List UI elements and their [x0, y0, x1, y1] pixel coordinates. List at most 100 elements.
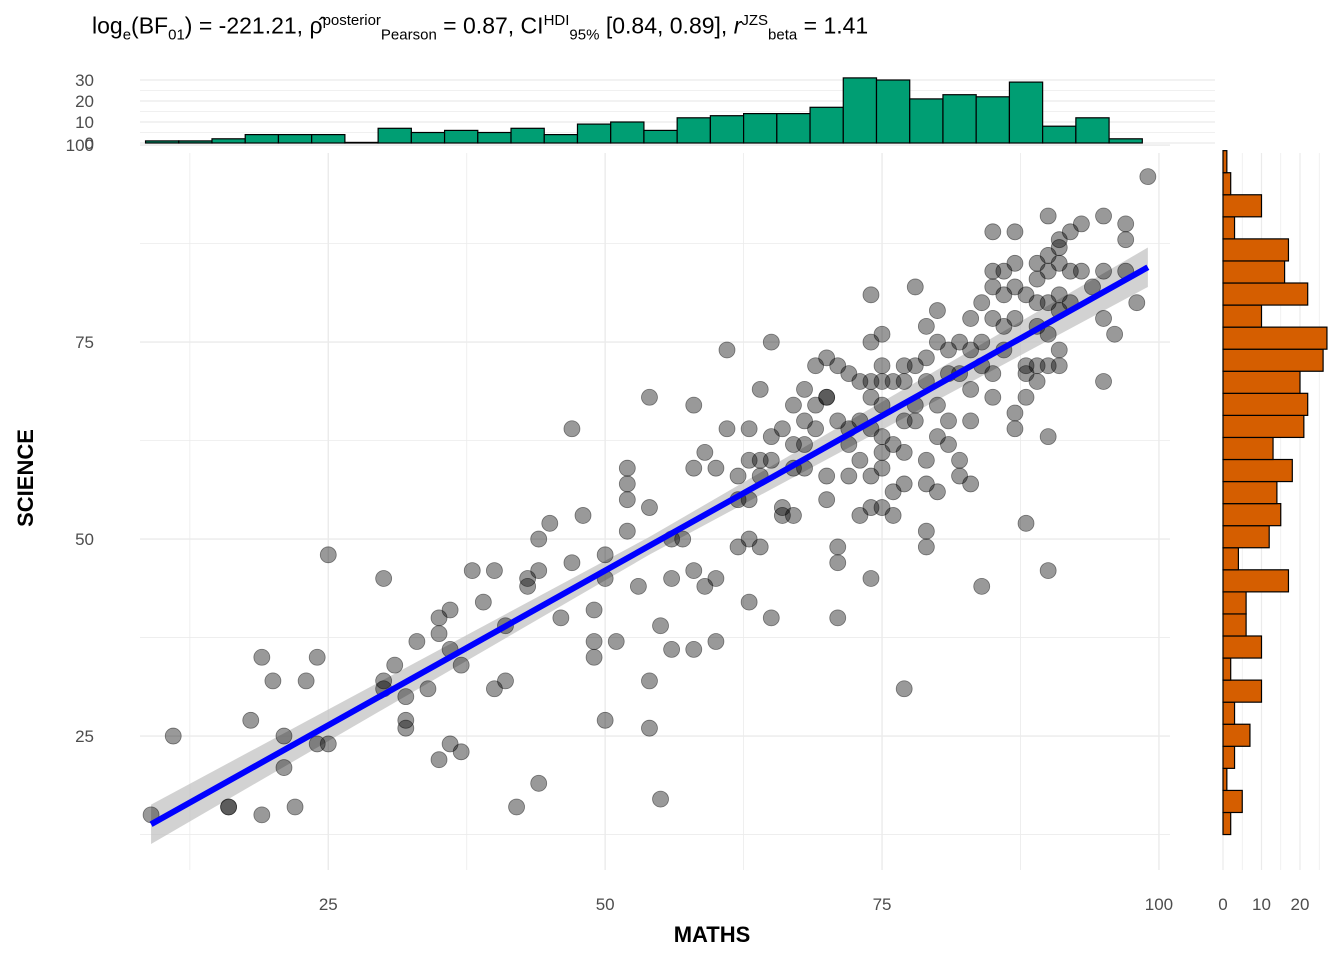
scatter-point — [508, 798, 525, 816]
scatter-point — [1050, 341, 1068, 359]
scatter-point — [1028, 294, 1046, 312]
scatter-point — [1039, 247, 1057, 264]
scatter-point — [951, 451, 968, 469]
right-hist-bar — [1222, 591, 1247, 615]
top-hist-bar — [776, 112, 811, 144]
scatter-point — [530, 562, 548, 579]
scatter-point — [641, 672, 658, 690]
right-hist-bar — [1222, 811, 1232, 836]
scatter-point — [685, 396, 703, 414]
scatter-point — [308, 648, 326, 666]
scatter-point — [242, 711, 260, 729]
scatter-point — [884, 373, 902, 390]
x-tick-label: 25 — [319, 895, 338, 914]
right-hist-bar — [1222, 569, 1290, 593]
title-bf-open: (BF — [131, 12, 169, 39]
right-hist-tick-label: 0 — [1218, 895, 1227, 914]
scatter-point — [740, 420, 758, 438]
scatter-point — [862, 467, 880, 485]
scatter-point — [1017, 514, 1035, 532]
scatter-point — [618, 491, 636, 509]
top-hist-bar — [1008, 81, 1044, 144]
scatter-point — [1006, 420, 1024, 438]
scatter-point — [917, 451, 935, 469]
scatter-point — [486, 562, 503, 579]
scatter-point — [917, 317, 935, 335]
title-ci-value: [0.84, 0.89], — [599, 12, 734, 39]
scatter-point — [253, 806, 271, 824]
scatter-point — [818, 388, 836, 406]
scatter-point — [652, 790, 669, 808]
top-hist-bar — [311, 134, 346, 144]
right-hist-bar — [1222, 414, 1305, 439]
right-hist-bar — [1222, 789, 1243, 814]
scatter-point — [962, 310, 980, 327]
scatter-point — [297, 672, 315, 690]
scatter-point — [441, 601, 459, 619]
scatter-point — [286, 798, 304, 816]
scatter-point — [1050, 357, 1068, 375]
scatter-point — [685, 562, 703, 579]
scatter-point — [973, 333, 991, 351]
scatter-point — [895, 412, 913, 430]
top-hist-bar — [211, 138, 246, 144]
x-axis-title: MATHS — [674, 922, 751, 947]
top-hist-bar — [410, 131, 446, 144]
scatter-point — [1095, 207, 1112, 225]
right-hist-bar — [1222, 480, 1278, 505]
scatter-point — [618, 459, 636, 477]
scatter-point — [1095, 373, 1112, 390]
scatter-point — [984, 223, 1002, 241]
scatter-point — [995, 317, 1013, 335]
top-hist-tick-label: 0 — [85, 134, 94, 153]
scatter-point — [1095, 310, 1112, 327]
scatter-point — [563, 420, 581, 438]
top-hist-bar — [676, 117, 711, 144]
chart-title: loge(BF01) = -221.21, ρ̂posteriorPearson… — [92, 12, 868, 43]
scatter-point — [884, 436, 902, 453]
top-histogram: 0 10 20 30 — [75, 71, 1215, 153]
right-hist-tick-label: 20 — [1291, 895, 1310, 914]
scatter-point — [718, 341, 736, 359]
scatter-point — [895, 444, 913, 461]
scatter-point — [995, 286, 1013, 304]
scatter-point — [641, 499, 658, 516]
y-tick-label: 50 — [75, 530, 94, 549]
title-ci-sup: HDI — [543, 12, 570, 29]
scatter-point — [884, 507, 902, 524]
scatter-point — [917, 538, 935, 556]
scatter-point — [862, 570, 880, 587]
scatter-point — [319, 735, 337, 753]
scatter-point — [917, 349, 935, 367]
scatter-point — [851, 373, 869, 390]
scatter-point — [1050, 254, 1068, 272]
scatter-point — [906, 278, 924, 296]
scatter-point — [1017, 286, 1035, 304]
scatter-point — [474, 593, 492, 611]
regression-line — [149, 264, 1150, 827]
scatter-point — [818, 467, 836, 485]
scatter-point — [1017, 365, 1035, 383]
scatter-point — [1006, 254, 1024, 272]
right-hist-bar — [1222, 723, 1251, 747]
scatter-point — [430, 609, 448, 627]
scatter-point — [851, 507, 869, 524]
top-hist-bar — [1075, 117, 1110, 144]
scatter-point — [596, 546, 614, 564]
top-hist-bar — [743, 112, 778, 144]
scatter-point — [873, 428, 891, 446]
right-hist-bar — [1222, 392, 1309, 416]
top-hist-tick-label: 30 — [75, 71, 94, 90]
scatter-point — [807, 396, 824, 414]
scatter-point — [751, 451, 769, 469]
top-hist-bar — [942, 94, 977, 144]
top-hist-bar — [144, 140, 180, 144]
scatter-point — [807, 357, 824, 375]
scatter-point — [607, 633, 625, 650]
scatter-point — [1028, 357, 1046, 375]
scatter-point — [596, 711, 614, 729]
scatter-point — [1028, 270, 1046, 288]
scatter-point — [1028, 254, 1046, 272]
y-tick-label: 25 — [75, 727, 94, 746]
